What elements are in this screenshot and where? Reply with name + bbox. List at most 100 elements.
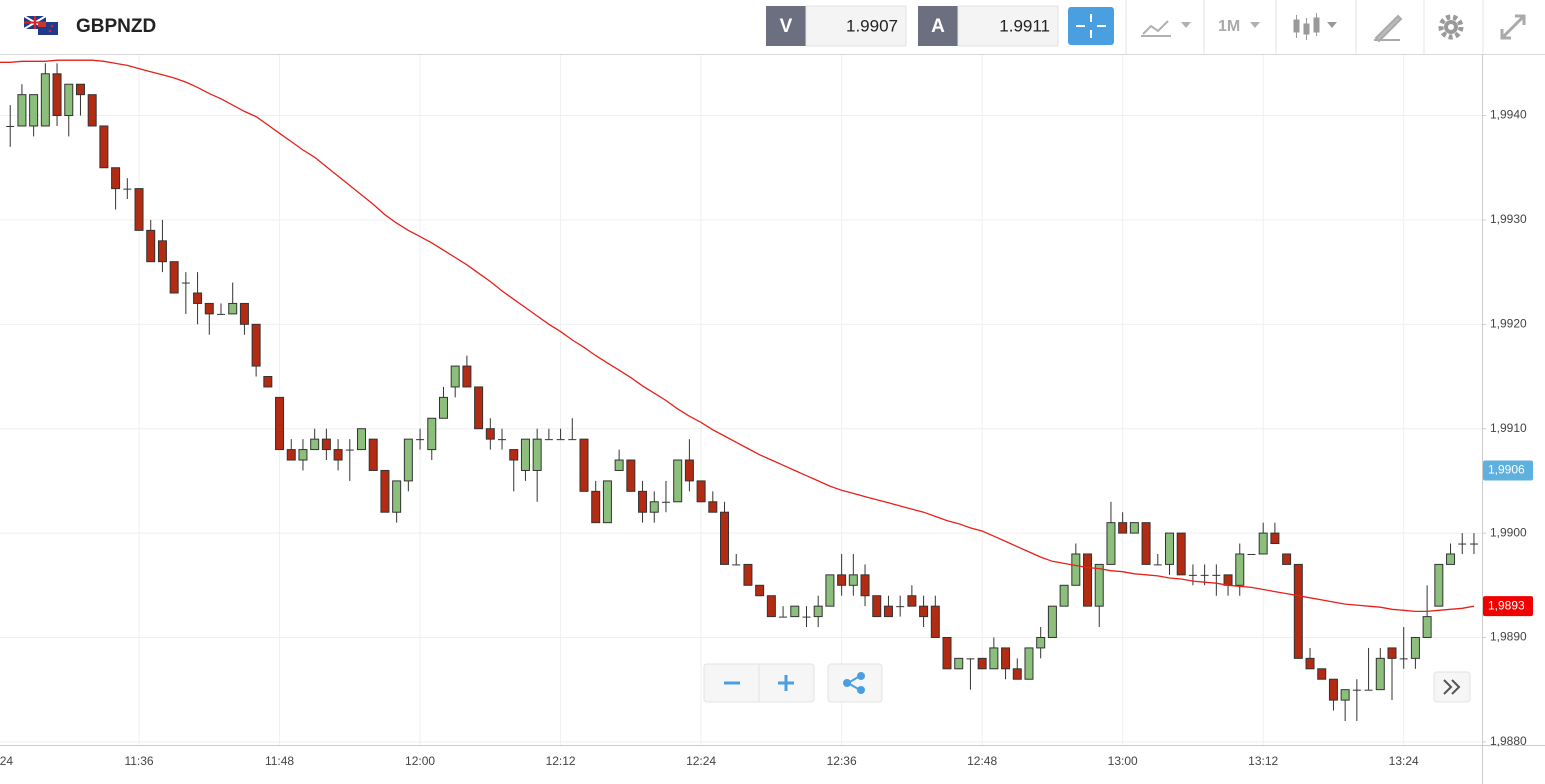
candle-body [942,636,952,670]
candle-body [848,574,858,586]
bid-label-box [766,6,806,46]
x-tick-label: 12:48 [967,754,997,768]
candle-body [638,490,648,513]
candle-body [263,376,273,388]
candle-body [1352,689,1361,691]
candle-body [403,438,413,482]
scroll-end-button[interactable] [1433,671,1471,703]
candle-body [1375,657,1385,691]
candle-body [907,595,917,607]
candle-body [1024,647,1034,680]
bid-price: 1.9907 [846,16,898,35]
candle-body [485,428,495,440]
candle-body [1364,689,1373,691]
settings-button[interactable] [1438,14,1464,40]
candle-body [1141,522,1151,565]
candle-body [310,438,320,451]
candle-body [591,490,601,524]
candle-body [708,501,718,513]
candle-body [860,574,870,597]
bid-box[interactable] [805,5,907,47]
candle-body [392,480,402,513]
candle-body [673,459,683,503]
candle-body [825,574,835,607]
candle-body [462,365,472,388]
drawing-tool-button[interactable] [1374,14,1403,43]
y-tick-label: 1,9890 [1490,630,1527,644]
candle-body [966,658,975,660]
candle-body [157,240,167,263]
candle-body [169,261,179,294]
candle-body [813,605,823,618]
candle-body [989,647,999,670]
candle-body [614,459,624,471]
candle-body [602,480,612,524]
candle-body [883,605,893,618]
candle-body [228,302,238,315]
symbol: GBPNZD [76,16,156,37]
candle-body [87,94,97,127]
candle-body [298,449,308,461]
candle-body [111,167,121,190]
candle-body [99,125,109,169]
candle-body [380,469,390,513]
candle-body [1235,553,1245,586]
candle-body [1399,658,1408,660]
x-tick-label: 12:12 [546,754,576,768]
candle-body [696,480,706,503]
candle-body [1047,605,1057,638]
candle-body [1094,563,1104,607]
candle-body [1458,543,1467,545]
candle-body [532,438,542,471]
candle-body [1059,584,1069,607]
fullscreen-button[interactable] [1500,14,1526,40]
chart-type-button[interactable] [1141,20,1191,37]
candle-body [1410,636,1420,659]
crosshair-button[interactable] [1068,7,1114,45]
candle-style-button[interactable] [1293,13,1337,40]
candle-body [1083,553,1093,607]
candle-body [181,282,190,284]
candle-body [239,302,249,325]
flag-icon [23,15,58,35]
ask-price: 1.9911 [999,16,1050,35]
candle-body [216,313,225,315]
candle-body [134,188,144,231]
ask-box[interactable] [957,5,1059,47]
y-tick-label: 1,9880 [1490,734,1527,748]
candle-body [193,292,203,304]
candle-body [568,439,577,441]
x-tick-label: 12:24 [686,754,716,768]
timeframe-button[interactable]: 1M [1218,18,1260,35]
x-tick-label: 13:24 [1389,754,1419,768]
candle-body [64,83,74,117]
candle-body [544,439,553,441]
candle-body [1258,532,1268,555]
candle-body [1200,574,1209,576]
ask-label: A [931,16,945,37]
axes: 1,9880 1,9890 1,9900 1,9910 1,9920 1,9930 1,99… [0,108,1533,768]
candle-body [286,449,296,461]
x-tick-label: 12:00 [405,754,435,768]
candle-body [954,657,964,670]
share-button[interactable] [827,663,883,703]
candle-body [661,501,670,503]
y-tick-label: 1,9910 [1490,421,1527,435]
x-tick-label: 13:00 [1108,754,1138,768]
candle-body [790,605,800,618]
candle-body [204,302,214,315]
bid-label: V [780,16,793,37]
zoom-in-button[interactable] [778,675,794,691]
candle-body [1188,574,1197,576]
candle-body [52,73,62,117]
candle-body [1282,553,1292,565]
candle-body [1118,522,1128,534]
candle-body [919,605,929,618]
candle-body [1387,647,1397,659]
candle-body [75,83,85,96]
timeframe: 1M [1218,18,1240,35]
candle-body [1469,543,1478,545]
candle-body [1106,522,1116,565]
